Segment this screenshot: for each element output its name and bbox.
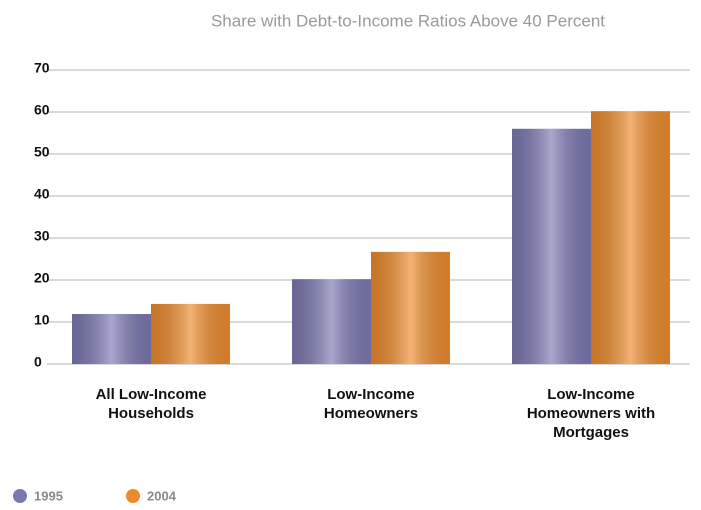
y-tick-label: 70 — [34, 60, 50, 76]
legend-label: 2004 — [147, 488, 177, 503]
legend-swatch — [126, 489, 140, 503]
y-tick-label: 30 — [34, 228, 50, 244]
legend-label: 1995 — [34, 488, 63, 503]
bar — [72, 314, 151, 364]
x-tick-label: All Low-Income Households — [95, 386, 207, 422]
x-tick-label: Low-Income Homeowners with Mortgages — [526, 386, 656, 441]
bar — [512, 128, 591, 364]
bar — [292, 279, 371, 364]
legend-swatch — [13, 489, 27, 503]
y-tick-label: 20 — [34, 270, 50, 286]
bar — [151, 303, 230, 364]
y-tick-label: 10 — [34, 312, 50, 328]
bar — [591, 111, 670, 364]
y-tick-label: 60 — [34, 102, 50, 118]
chart-subtitle: Share with Debt-to-Income Ratios Above 4… — [211, 11, 605, 30]
y-tick-label: 0 — [34, 354, 42, 370]
y-tick-label: 50 — [34, 144, 50, 160]
y-tick-label: 40 — [34, 186, 50, 202]
bar — [371, 251, 450, 364]
x-tick-label: Low-Income Homeowners — [323, 386, 419, 422]
